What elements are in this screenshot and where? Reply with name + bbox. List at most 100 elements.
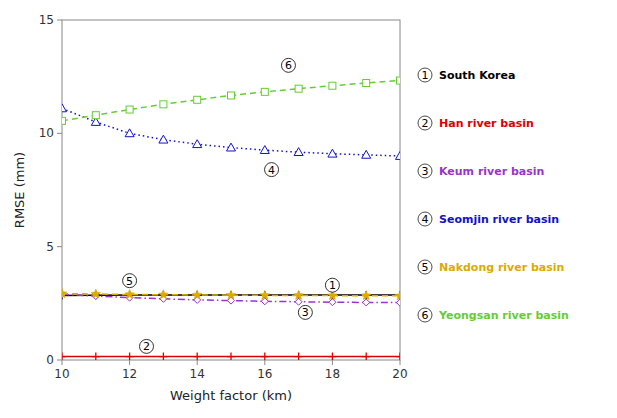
plot-area (62, 77, 400, 360)
marker (395, 291, 400, 300)
marker (260, 146, 269, 154)
legend-number: 3 (422, 165, 429, 178)
marker (227, 143, 236, 151)
y-tick (57, 360, 62, 361)
marker (328, 149, 337, 157)
marker (125, 289, 135, 298)
legend-number: 4 (422, 213, 429, 226)
annotation-circle (265, 163, 279, 177)
marker (261, 291, 269, 299)
y-axis-label: RMSE (mm) (12, 152, 27, 228)
legend-circle (418, 260, 432, 274)
annotation: 5 (126, 275, 133, 288)
marker (159, 353, 167, 360)
annotation: 1 (329, 279, 336, 292)
marker (396, 353, 400, 360)
legend-label: South Korea (439, 69, 515, 82)
series (62, 353, 400, 360)
marker (295, 85, 302, 92)
marker (295, 291, 303, 299)
series (62, 77, 400, 124)
chart: 101214161820051015Weight factor (km)RMSE… (0, 0, 617, 418)
marker (62, 289, 67, 298)
x-tick (197, 360, 198, 365)
y-tick (57, 133, 62, 134)
legend-label: Nakdong river basin (439, 261, 564, 274)
legend-circle (418, 164, 432, 178)
legend-circle (418, 308, 432, 322)
plot-frame (62, 20, 400, 360)
marker (362, 150, 371, 158)
marker (294, 290, 304, 299)
x-tick-label: 16 (257, 367, 272, 381)
marker (362, 353, 370, 360)
legend: 1 South Korea 2 Han river basin 3 Keum river … (418, 68, 569, 322)
annotation: 3 (302, 306, 309, 319)
marker (92, 112, 99, 119)
marker (363, 299, 370, 306)
marker (329, 299, 336, 306)
x-tick (332, 360, 333, 365)
annotation: 6 (285, 59, 292, 72)
legend-label: Han river basin (439, 117, 534, 130)
series (62, 291, 400, 306)
legend-label: Seomjin river basin (439, 213, 559, 226)
legend-number: 2 (422, 117, 429, 130)
annotation: 4 (268, 164, 275, 177)
marker (227, 353, 235, 360)
marker (397, 77, 401, 84)
annotation-circle (325, 278, 339, 292)
y-tick-label: 0 (46, 353, 54, 367)
annotation-circle (123, 274, 137, 288)
y-tick (57, 20, 62, 21)
x-tick-label: 14 (190, 367, 205, 381)
y-tick-label: 10 (39, 126, 54, 140)
marker (91, 289, 101, 298)
x-tick-label: 20 (392, 367, 407, 381)
y-tick-label: 15 (39, 13, 54, 27)
legend-label: Keum river basin (439, 165, 544, 178)
marker (294, 148, 303, 156)
marker (261, 353, 269, 360)
marker (159, 290, 169, 299)
marker (193, 353, 201, 360)
legend-number: 5 (422, 261, 429, 274)
marker (126, 106, 133, 113)
marker (295, 353, 303, 360)
marker (194, 96, 201, 103)
marker (396, 152, 401, 160)
legend-number: 6 (422, 309, 429, 322)
marker (62, 104, 67, 112)
x-tick (264, 360, 265, 365)
legend-label: Yeongsan river basin (438, 309, 569, 322)
series-line (62, 81, 400, 121)
x-tick (62, 360, 63, 365)
legend-circle (418, 68, 432, 82)
marker (363, 80, 370, 87)
y-tick-label: 5 (46, 240, 54, 254)
series-line (62, 108, 400, 156)
y-tick (57, 246, 62, 247)
x-tick (129, 360, 130, 365)
annotation: 2 (143, 340, 150, 353)
legend-number: 1 (422, 69, 429, 82)
x-tick (400, 360, 401, 365)
x-tick-label: 12 (122, 367, 137, 381)
annotation-circle (140, 339, 154, 353)
marker (228, 92, 235, 99)
annotations: 1 2 3 4 5 6 (123, 58, 340, 353)
x-axis-label: Weight factor (km) (170, 388, 292, 403)
marker (260, 290, 270, 299)
marker (160, 101, 167, 108)
series (62, 289, 400, 300)
marker (396, 291, 400, 299)
marker (329, 82, 336, 89)
x-tick-label: 10 (54, 367, 69, 381)
annotation-circle (298, 305, 312, 319)
marker (62, 353, 66, 360)
marker (193, 140, 202, 148)
marker (125, 129, 134, 137)
marker (261, 88, 268, 95)
marker (362, 291, 370, 299)
marker (328, 353, 336, 360)
